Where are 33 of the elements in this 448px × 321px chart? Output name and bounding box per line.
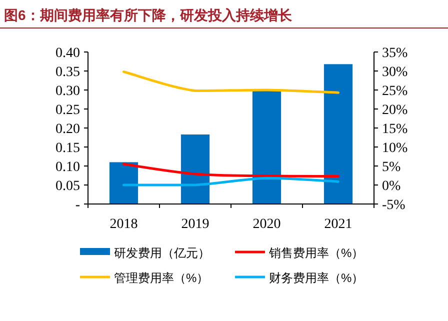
y2-tick-label: 5% — [382, 160, 401, 175]
y-tick-label: 0.20 — [56, 122, 80, 137]
y2-tick-label: -5% — [382, 198, 406, 213]
y-tick-label: - — [75, 198, 80, 213]
y2-tick-label: 25% — [382, 84, 408, 99]
bar — [252, 90, 282, 204]
legend-label: 研发费用（亿元） — [114, 246, 210, 260]
y2-tick-label: 10% — [382, 141, 408, 156]
y-tick-label: 0.05 — [56, 179, 80, 194]
y2-tick-label: 35% — [382, 46, 408, 61]
y-tick-label: 0.35 — [56, 65, 80, 80]
legend-label: 财务费用率（%） — [269, 271, 364, 285]
x-tick-label: 2019 — [181, 217, 210, 232]
x-tick-label: 2020 — [252, 217, 281, 232]
bar — [324, 64, 353, 204]
bar — [109, 162, 138, 204]
y-tick-label: 0.15 — [56, 141, 80, 156]
x-tick-label: 2021 — [324, 217, 352, 232]
y-tick-label: 0.25 — [56, 103, 80, 118]
y2-tick-label: 20% — [382, 103, 408, 118]
chart-title: 图6：期间费用率有所下降，研发投入持续增长 — [4, 7, 293, 23]
y-tick-label: 0.30 — [56, 84, 80, 99]
x-tick-label: 2018 — [110, 217, 138, 232]
line-series — [122, 70, 340, 94]
legend-label: 销售费用率（%） — [268, 246, 364, 260]
bar — [180, 134, 210, 204]
y-tick-label: 0.40 — [56, 46, 80, 61]
y2-tick-label: 0% — [382, 179, 401, 194]
y2-tick-label: 30% — [382, 65, 408, 80]
line-series — [122, 162, 340, 178]
y-tick-label: 0.10 — [56, 160, 80, 175]
y2-tick-label: 15% — [382, 122, 408, 137]
legend-label: 管理费用率（%） — [114, 271, 209, 285]
